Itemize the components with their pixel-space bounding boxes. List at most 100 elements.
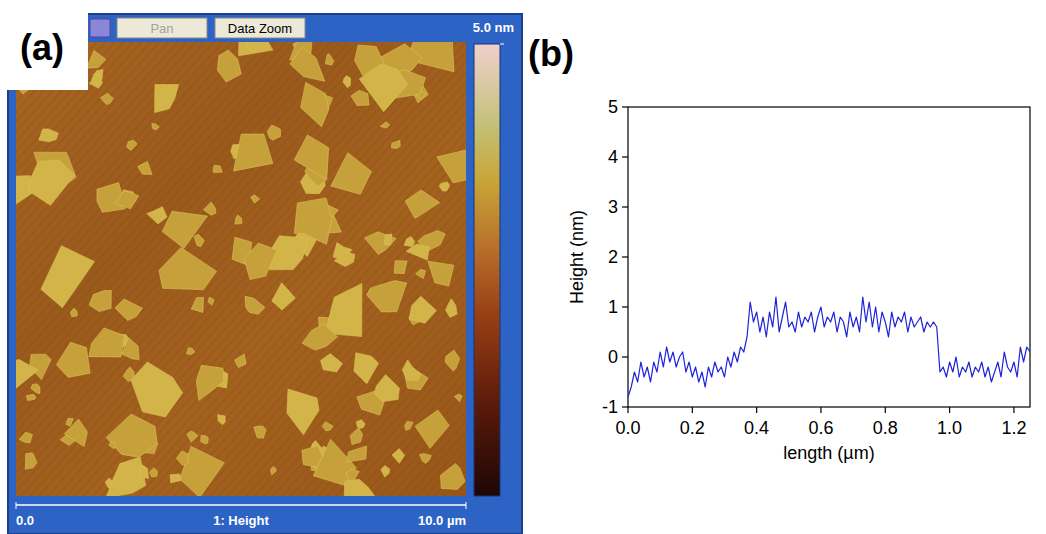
x-tick xyxy=(627,407,628,413)
flake xyxy=(191,297,203,312)
scan-stripe xyxy=(16,42,133,496)
scan-stripe xyxy=(138,42,466,496)
flake xyxy=(201,435,209,444)
flake xyxy=(89,328,125,357)
x-tick-label: 0.0 xyxy=(615,418,640,438)
flake xyxy=(89,290,111,311)
toolbar-button xyxy=(117,18,207,38)
flake xyxy=(234,134,273,171)
scan-stripe xyxy=(102,42,466,496)
scan-stripe xyxy=(246,42,466,496)
flake xyxy=(446,299,458,318)
flake xyxy=(41,246,95,308)
x-tick-label: 0.4 xyxy=(744,418,769,438)
flake xyxy=(287,389,319,435)
flake xyxy=(325,284,362,337)
y-axis-title: Height (nm) xyxy=(567,210,587,304)
scan-stripe xyxy=(16,42,313,496)
flake xyxy=(343,76,351,88)
flake xyxy=(301,82,329,126)
flake xyxy=(454,394,462,402)
flake xyxy=(270,466,276,475)
x-tick xyxy=(949,407,950,413)
figure: PanData Zoom5.0 nm0.010.0 µm1: Height(a)… xyxy=(0,0,1046,534)
flake xyxy=(347,446,367,462)
scan-stripe xyxy=(174,42,466,496)
scan-stripe xyxy=(16,42,259,496)
scan-stripe xyxy=(300,42,466,496)
panel-letter: (b) xyxy=(528,33,574,74)
y-tick xyxy=(622,356,628,357)
flake xyxy=(441,464,466,490)
flake xyxy=(86,50,106,68)
flake xyxy=(344,479,379,496)
flake xyxy=(89,73,102,88)
flake xyxy=(109,442,117,448)
y-tick xyxy=(622,206,628,207)
scan-stripe xyxy=(16,42,331,496)
flake xyxy=(350,428,363,445)
flake xyxy=(204,202,216,215)
y-tick-label: 2 xyxy=(608,247,618,267)
flake xyxy=(244,243,277,280)
flake xyxy=(19,432,32,443)
scan-stripe xyxy=(147,42,466,496)
flake xyxy=(152,123,159,129)
flake xyxy=(428,261,454,286)
y-tick xyxy=(622,106,628,107)
flake xyxy=(101,93,114,104)
y-tick-label: 5 xyxy=(608,97,618,117)
y-tick xyxy=(622,256,628,257)
scan-stripe xyxy=(264,42,466,496)
flake xyxy=(25,453,37,470)
scan-stripe xyxy=(16,42,403,496)
flake xyxy=(302,324,337,351)
scan-stripe xyxy=(84,42,466,496)
flake xyxy=(437,145,466,183)
x-axis-title: length (µm) xyxy=(783,443,874,463)
flake xyxy=(235,215,242,224)
flake xyxy=(394,261,407,274)
x-tick-label: 1.2 xyxy=(1001,418,1026,438)
flake xyxy=(16,360,38,390)
flake xyxy=(155,85,179,113)
flake xyxy=(66,419,74,427)
y-tick-label: 0 xyxy=(608,347,618,367)
flake xyxy=(217,50,241,82)
flake xyxy=(351,90,369,105)
scan-stripe xyxy=(390,42,466,496)
flake xyxy=(187,431,198,442)
flake xyxy=(405,190,440,219)
scan-stripe xyxy=(381,42,466,496)
flake xyxy=(326,54,334,65)
y-tick-label: 4 xyxy=(608,147,618,167)
flake xyxy=(65,419,88,447)
flake xyxy=(415,410,449,448)
scan-stripe xyxy=(57,42,466,496)
flake xyxy=(365,232,397,255)
flake xyxy=(380,122,389,128)
toolbar-button xyxy=(215,18,305,38)
flake xyxy=(384,234,392,245)
scale-tick xyxy=(16,502,17,509)
flake xyxy=(194,234,204,247)
flake xyxy=(321,354,343,372)
flake xyxy=(139,465,148,479)
flake xyxy=(445,350,459,371)
scan-stripe xyxy=(354,42,466,496)
scan-stripe xyxy=(16,42,394,496)
flake xyxy=(176,451,188,465)
flake xyxy=(439,182,450,191)
y-tick-label: 3 xyxy=(608,197,618,217)
flake xyxy=(196,365,223,400)
panel-letter: (a) xyxy=(20,27,64,68)
scan-stripe xyxy=(16,42,169,496)
flake xyxy=(322,422,333,431)
flake xyxy=(294,135,328,180)
x-tick-label: 0.6 xyxy=(808,418,833,438)
x-tick xyxy=(756,407,757,413)
profile-line xyxy=(628,297,1030,397)
panel-letter-bg xyxy=(0,0,88,90)
scan-stripe xyxy=(399,42,466,496)
x-tick xyxy=(820,407,821,413)
